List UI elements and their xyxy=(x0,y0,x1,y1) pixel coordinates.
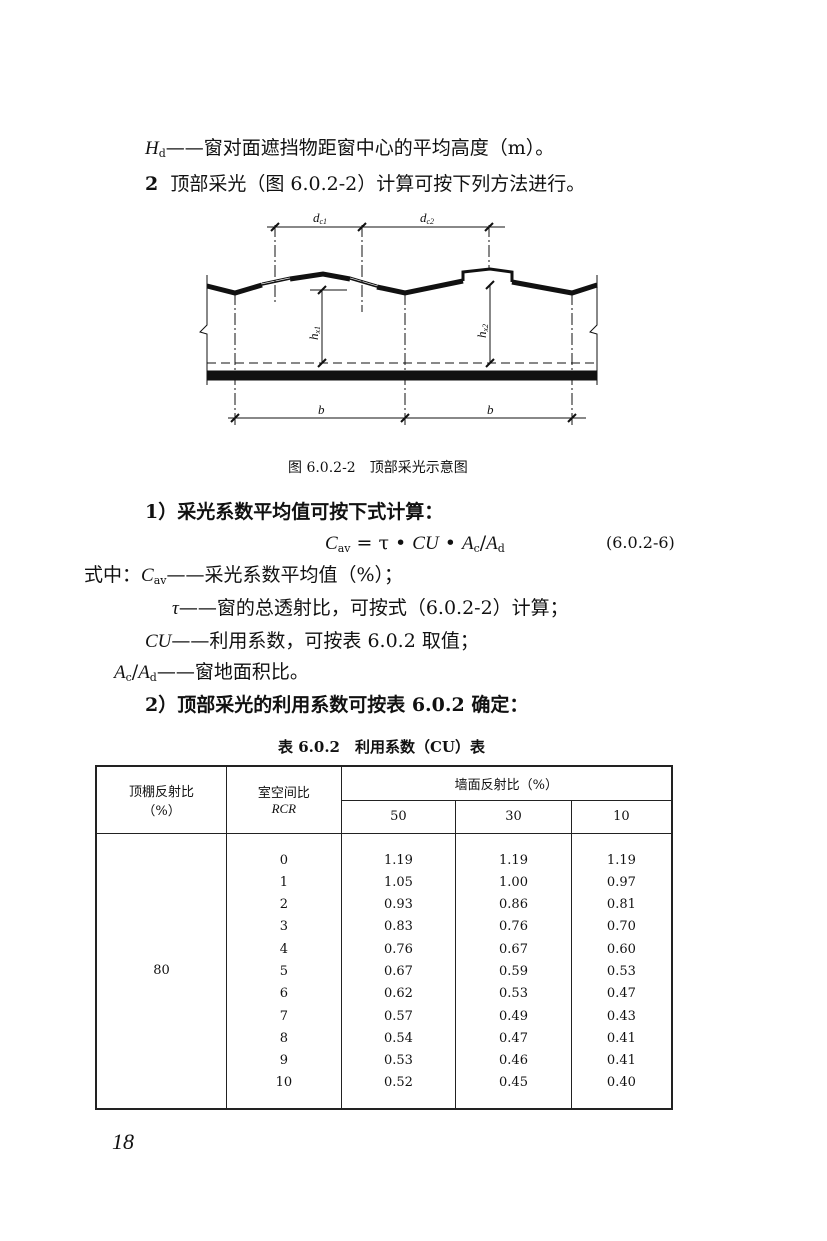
def-tau: τ——窗的总透射比，可按式（6.0.2-2）计算； xyxy=(172,597,569,619)
table-cell: 5 xyxy=(279,963,288,979)
table-cell: 0.76 xyxy=(383,941,413,957)
svg-text:b: b xyxy=(318,402,325,417)
table-cell: 0.41 xyxy=(606,1053,636,1069)
table-cell: 0.54 xyxy=(383,1030,413,1046)
col-10: 1.19 0.97 0.81 0.70 0.60 0.53 0.47 0.43 0.41 0.41… xyxy=(570,832,673,1110)
rcr-column: 0 1 2 3 4 5 6 7 8 9 10 xyxy=(226,832,342,1110)
table-cell: 1 xyxy=(279,874,288,890)
table-cell: 0.83 xyxy=(383,919,413,935)
table-cell: 0.67 xyxy=(383,963,413,979)
hd-definition: Hd——窗对面遮挡物距窗中心的平均高度（m）。 xyxy=(145,137,555,160)
table-cell: 0.62 xyxy=(383,986,413,1002)
table-title: 表 6.0.2 利用系数（CU）表 xyxy=(278,738,485,756)
table-cell: 1.19 xyxy=(606,852,636,868)
table-cell: 0.52 xyxy=(383,1075,413,1091)
table-cell: 0.59 xyxy=(499,963,528,979)
figure-caption: 图 6.0.2-2 顶部采光示意图 xyxy=(288,460,468,476)
table-cell: 0.67 xyxy=(499,941,528,957)
subitem-2: 2）顶部采光的利用系数可按表 6.0.2 确定： xyxy=(145,694,529,716)
roof-profile xyxy=(206,282,263,296)
table-cell: 0.81 xyxy=(606,897,636,913)
header-wall-30: 30 xyxy=(455,799,572,834)
table-cell: 1.05 xyxy=(383,874,413,890)
table-cell: 0.46 xyxy=(499,1053,528,1069)
table-cell: 4 xyxy=(279,941,288,957)
table-cell: 0.49 xyxy=(499,1008,528,1024)
ceiling-value: 80 xyxy=(95,832,228,1110)
table-cell: 0.93 xyxy=(383,897,413,913)
svg-text:dc2: dc2 xyxy=(420,210,434,226)
table-cell: 0.40 xyxy=(606,1075,636,1091)
table-cell: 0.86 xyxy=(499,897,528,913)
table-cell: 0.53 xyxy=(383,1053,413,1069)
table-cell: 0.60 xyxy=(606,941,636,957)
table-cell: 0.53 xyxy=(606,963,636,979)
table-cell: 0.45 xyxy=(499,1075,528,1091)
col-30: 1.19 1.00 0.86 0.76 0.67 0.59 0.53 0.49 0.47 0.46… xyxy=(455,832,572,1110)
svg-text:dc1: dc1 xyxy=(313,210,327,226)
col-50: 1.19 1.05 0.93 0.83 0.76 0.67 0.62 0.57 0.54 0.53… xyxy=(340,832,457,1110)
table-cell: 0.57 xyxy=(383,1008,413,1024)
formula-number: (6.0.2-6) xyxy=(606,533,675,552)
header-wall-50: 50 xyxy=(340,799,457,834)
table-cell: 0.70 xyxy=(606,919,636,935)
page-number: 18 xyxy=(112,1129,134,1154)
table-cell: 0.53 xyxy=(499,986,528,1002)
floor-slab xyxy=(206,370,598,381)
header-wall-10: 10 xyxy=(570,799,673,834)
table-cell: 0.47 xyxy=(606,986,636,1002)
table-cell: 0.43 xyxy=(606,1008,636,1024)
cu-table: 顶棚反射比 （%） 室空间比 RCR 墙面反射比（%） 50 30 10 80 0 1… xyxy=(95,765,673,1110)
header-wall: 墙面反射比（%） xyxy=(340,765,673,801)
svg-text:hx1: hx1 xyxy=(306,326,322,340)
table-cell: 2 xyxy=(279,897,288,913)
table-cell: 9 xyxy=(279,1053,288,1069)
table-cell: 7 xyxy=(279,1008,288,1024)
table-cell: 8 xyxy=(279,1030,288,1046)
subitem-1: 1）采光系数平均值可按下式计算： xyxy=(145,501,444,523)
table-cell: 6 xyxy=(279,986,288,1002)
table-cell: 1.19 xyxy=(383,852,413,868)
table-cell: 3 xyxy=(279,919,288,935)
table-cell: 0.97 xyxy=(606,874,636,890)
table-cell: 0.76 xyxy=(499,919,528,935)
def-area-ratio: Ac/Ad——窗地面积比。 xyxy=(114,661,309,684)
table-cell: 0.47 xyxy=(499,1030,528,1046)
table-cell: 10 xyxy=(275,1075,293,1091)
table-cell: 0.41 xyxy=(606,1030,636,1046)
svg-text:hx2: hx2 xyxy=(474,324,490,338)
header-ceiling: 顶棚反射比 （%） xyxy=(95,765,228,834)
table-cell: 1.19 xyxy=(499,852,528,868)
def-cav: 式中：Cav——采光系数平均值（%）； xyxy=(84,564,404,587)
table-cell: 1.00 xyxy=(499,874,528,890)
top-daylighting-diagram: dc1 dc2 hx1 hx2 b b xyxy=(199,210,598,425)
def-cu: CU——利用系数，可按表 6.0.2 取值； xyxy=(145,630,479,652)
formula: Cav = τ • CU • Ac/Ad xyxy=(325,532,505,555)
item-2: 2 顶部采光（图 6.0.2-2）计算可按下列方法进行。 xyxy=(145,173,586,195)
table-cell: 0 xyxy=(279,852,288,868)
header-rcr: 室空间比 RCR xyxy=(226,765,342,834)
svg-text:b: b xyxy=(487,402,494,417)
